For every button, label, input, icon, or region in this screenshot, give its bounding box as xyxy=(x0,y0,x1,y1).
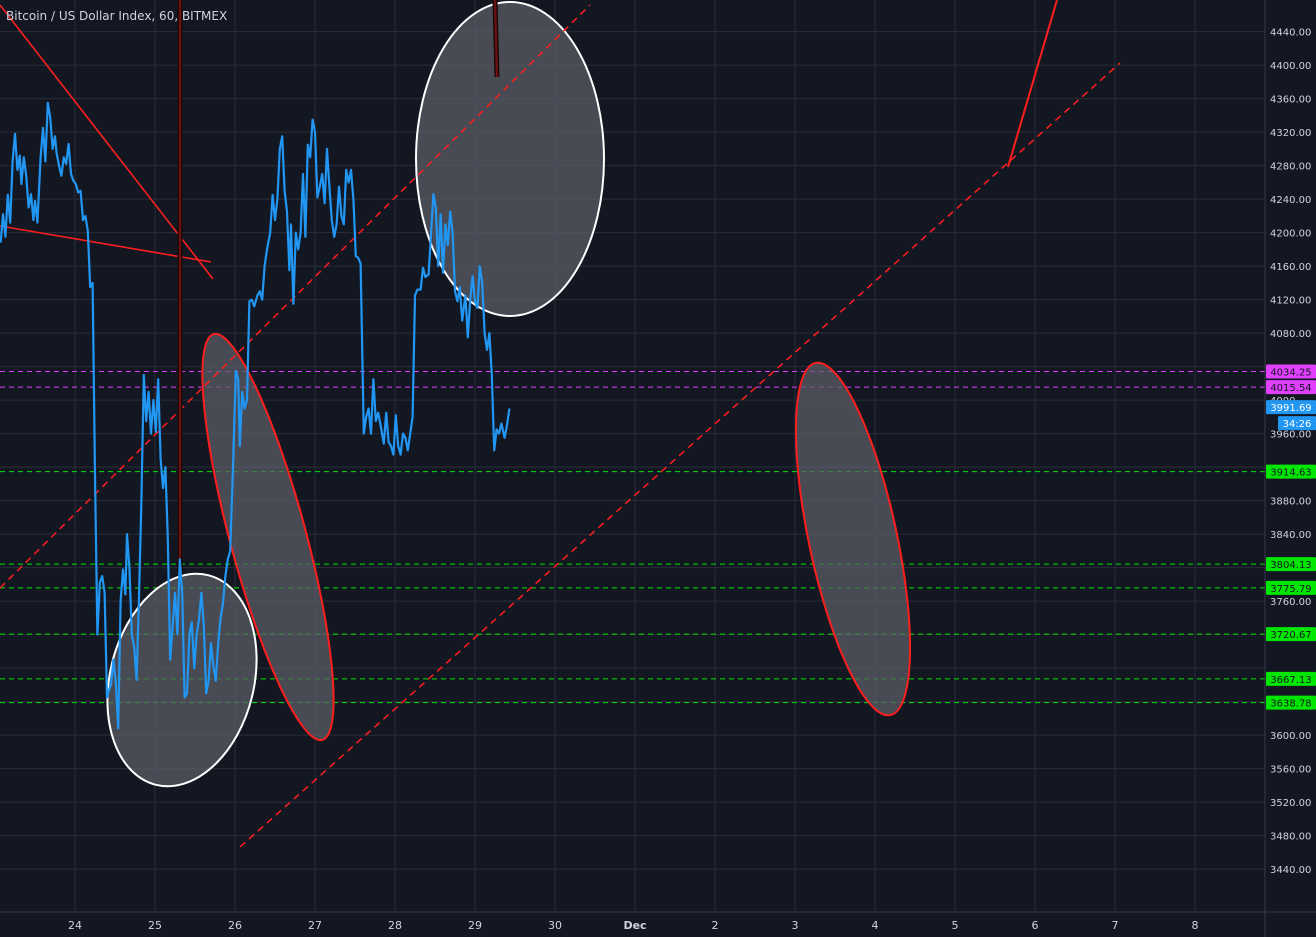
wick-line xyxy=(493,0,499,78)
x-tick-label: 26 xyxy=(228,919,242,932)
price-label-box xyxy=(1266,695,1316,710)
price-label-box xyxy=(1266,557,1316,572)
dashed-channel-line xyxy=(0,4,591,589)
y-tick-label: 4280.00 xyxy=(1270,162,1311,173)
y-tick-label: 4200.00 xyxy=(1270,229,1311,240)
x-tick-label: 27 xyxy=(308,919,322,932)
price-label: 3991.69 xyxy=(1270,403,1311,414)
price-label: 4015.54 xyxy=(1270,383,1311,394)
price-label-box xyxy=(1266,380,1316,395)
x-tick-label: 4 xyxy=(872,919,879,932)
y-tick-label: 3520.00 xyxy=(1270,798,1311,809)
price-label: 4034.25 xyxy=(1270,367,1311,378)
x-tick-label: 3 xyxy=(792,919,799,932)
y-tick-label: 4160.00 xyxy=(1270,262,1311,273)
y-tick-label: 3960.00 xyxy=(1270,430,1311,441)
price-label: 3775.79 xyxy=(1270,584,1311,595)
price-label: 3914.63 xyxy=(1270,468,1311,479)
y-tick-label: 4120.00 xyxy=(1270,296,1311,307)
price-series xyxy=(0,101,511,730)
dashed-channel-line xyxy=(239,62,1121,848)
highlight-ellipse xyxy=(794,361,912,717)
countdown-label: 34:26 xyxy=(1283,419,1312,430)
y-tick-label: 4440.00 xyxy=(1270,28,1311,39)
y-tick-label: 4240.00 xyxy=(1270,195,1311,206)
x-tick-label: Dec xyxy=(623,919,646,932)
price-label-box xyxy=(1266,464,1316,479)
trend-line xyxy=(0,225,212,263)
x-tick-label: 2 xyxy=(712,919,719,932)
y-tick-label: 4320.00 xyxy=(1270,128,1311,139)
x-tick-label: 25 xyxy=(148,919,162,932)
drawings-under xyxy=(0,0,1121,848)
x-tick-label: 28 xyxy=(388,919,402,932)
x-tick-label: 5 xyxy=(952,919,959,932)
price-label-box xyxy=(1266,580,1316,595)
price-label-box xyxy=(1266,364,1316,379)
x-tick-label: 30 xyxy=(548,919,562,932)
x-tick-label: 29 xyxy=(468,919,482,932)
price-label: 3720.67 xyxy=(1270,630,1311,641)
x-tick-label: 8 xyxy=(1192,919,1199,932)
y-tick-label: 4360.00 xyxy=(1270,95,1311,106)
y-tick-label: 4080.00 xyxy=(1270,329,1311,340)
x-tick-label: 6 xyxy=(1032,919,1039,932)
x-tick-label: 7 xyxy=(1112,919,1119,932)
y-tick-label: 3760.00 xyxy=(1270,597,1311,608)
y-tick-label: 3880.00 xyxy=(1270,497,1311,508)
x-tick-label: 24 xyxy=(68,919,82,932)
countdown-box xyxy=(1278,416,1316,431)
y-tick-label: 3560.00 xyxy=(1270,765,1311,776)
price-line xyxy=(0,101,511,730)
price-label-box xyxy=(1266,671,1316,686)
highlight-ellipse xyxy=(415,1,605,317)
price-label: 3638.78 xyxy=(1270,699,1311,710)
y-tick-label: 3440.00 xyxy=(1270,865,1311,876)
y-tick-label: 3600.00 xyxy=(1270,731,1311,742)
y-tick-label: 3840.00 xyxy=(1270,530,1311,541)
price-label: 3804.13 xyxy=(1270,560,1311,571)
price-label-box xyxy=(1266,400,1316,415)
price-label-box xyxy=(1266,627,1316,642)
chart-title: Bitcoin / US Dollar Index, 60, BITMEX xyxy=(6,9,228,23)
y-tick-label: 3480.00 xyxy=(1270,832,1311,843)
price-label: 3667.13 xyxy=(1270,675,1311,686)
y-tick-label: 4400.00 xyxy=(1270,61,1311,72)
projection-line xyxy=(1007,0,1058,168)
